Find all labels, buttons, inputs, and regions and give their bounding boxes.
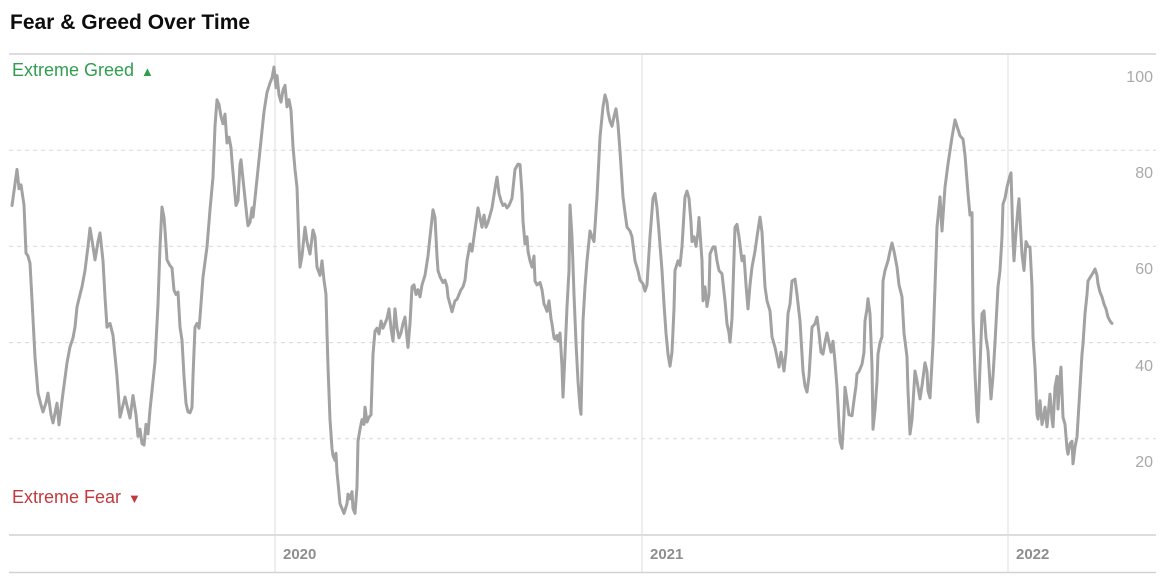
x-axis-label-2021: 2021 bbox=[650, 546, 684, 563]
y-axis-label-100: 100 bbox=[1126, 69, 1153, 86]
fear-greed-index-line bbox=[10, 65, 1114, 515]
extreme-fear-label: Extreme Fear ▼ bbox=[12, 487, 141, 508]
y-axis-label-40: 40 bbox=[1135, 357, 1153, 375]
y-axis-label-20: 20 bbox=[1135, 453, 1153, 471]
extreme-fear-text: Extreme Fear bbox=[12, 487, 122, 507]
triangle-up-icon: ▲ bbox=[141, 64, 154, 79]
extreme-greed-label: Extreme Greed ▲ bbox=[12, 60, 154, 81]
chart-title: Fear & Greed Over Time bbox=[10, 11, 251, 34]
x-axis-label-2022: 2022 bbox=[1016, 546, 1050, 563]
y-axis-label-80: 80 bbox=[1135, 165, 1153, 183]
y-axis-label-60: 60 bbox=[1135, 261, 1153, 279]
triangle-down-icon: ▼ bbox=[128, 491, 141, 506]
extreme-greed-text: Extreme Greed bbox=[12, 60, 135, 80]
x-axis-label-2020: 2020 bbox=[283, 546, 317, 563]
